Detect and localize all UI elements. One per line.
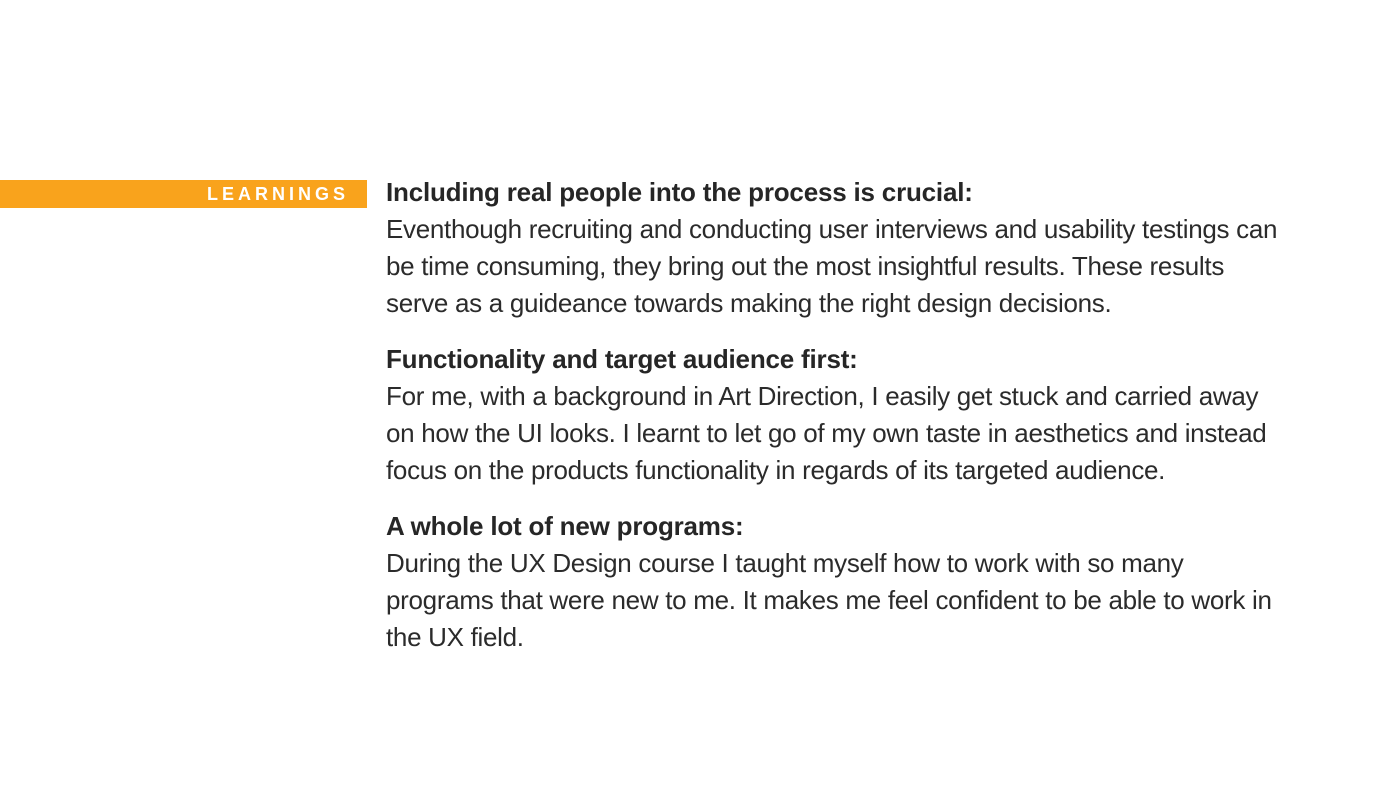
section-body: During the UX Design course I taught mys… [386,548,1272,652]
section-heading: A whole lot of new programs: [386,511,744,541]
banner-label: LEARNINGS [206,184,349,204]
section-body: For me, with a background in Art Directi… [386,381,1267,485]
learnings-banner: LEARNINGS [0,180,367,208]
section-real-people: Including real people into the process i… [386,174,1396,322]
learnings-content: Including real people into the process i… [386,174,1396,675]
section-body: Eventhough recruiting and conducting use… [386,214,1278,318]
section-functionality-first: Functionality and target audience first:… [386,341,1396,489]
section-new-programs: A whole lot of new programs: During the … [386,508,1396,656]
section-heading: Functionality and target audience first: [386,344,858,374]
section-heading: Including real people into the process i… [386,177,973,207]
